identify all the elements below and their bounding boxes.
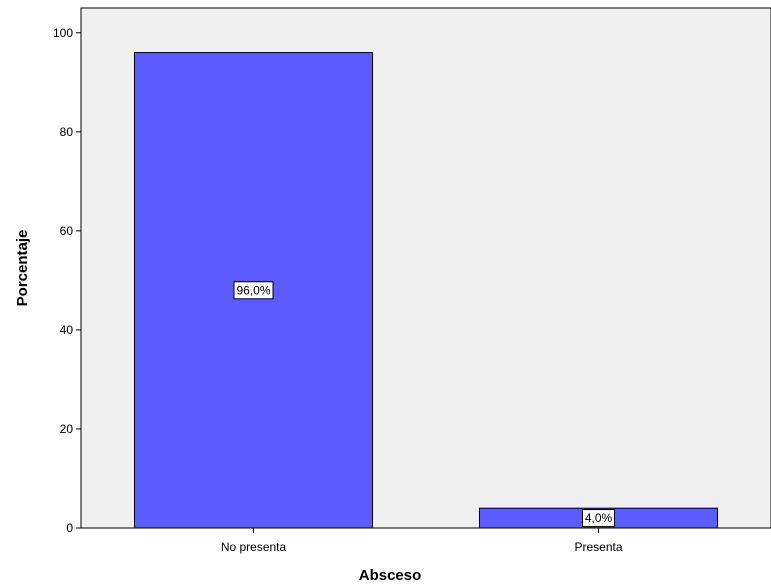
x-tick-label: No presenta [221, 540, 287, 554]
y-axis-title: Porcentaje [14, 230, 31, 307]
data-label: 4,0% [585, 511, 613, 525]
data-label-box [233, 281, 274, 300]
y-tick-label: 60 [60, 224, 74, 238]
bars: 96,0% 4,0% [133, 52, 719, 529]
data-label-box [582, 509, 615, 528]
data-label: 96,0% [236, 283, 270, 297]
y-axis-ticks: 0 20 40 60 80 100 [53, 26, 81, 535]
x-axis-ticks: No presenta Presenta [221, 528, 623, 554]
y-tick-label: 20 [60, 422, 74, 436]
y-tick-label: 40 [60, 323, 74, 337]
y-tick-label: 80 [60, 125, 74, 139]
y-tick-label: 100 [53, 26, 73, 40]
x-axis-title: Absceso [359, 567, 422, 584]
x-tick-label: Presenta [574, 540, 622, 554]
y-tick-label: 0 [66, 521, 73, 535]
